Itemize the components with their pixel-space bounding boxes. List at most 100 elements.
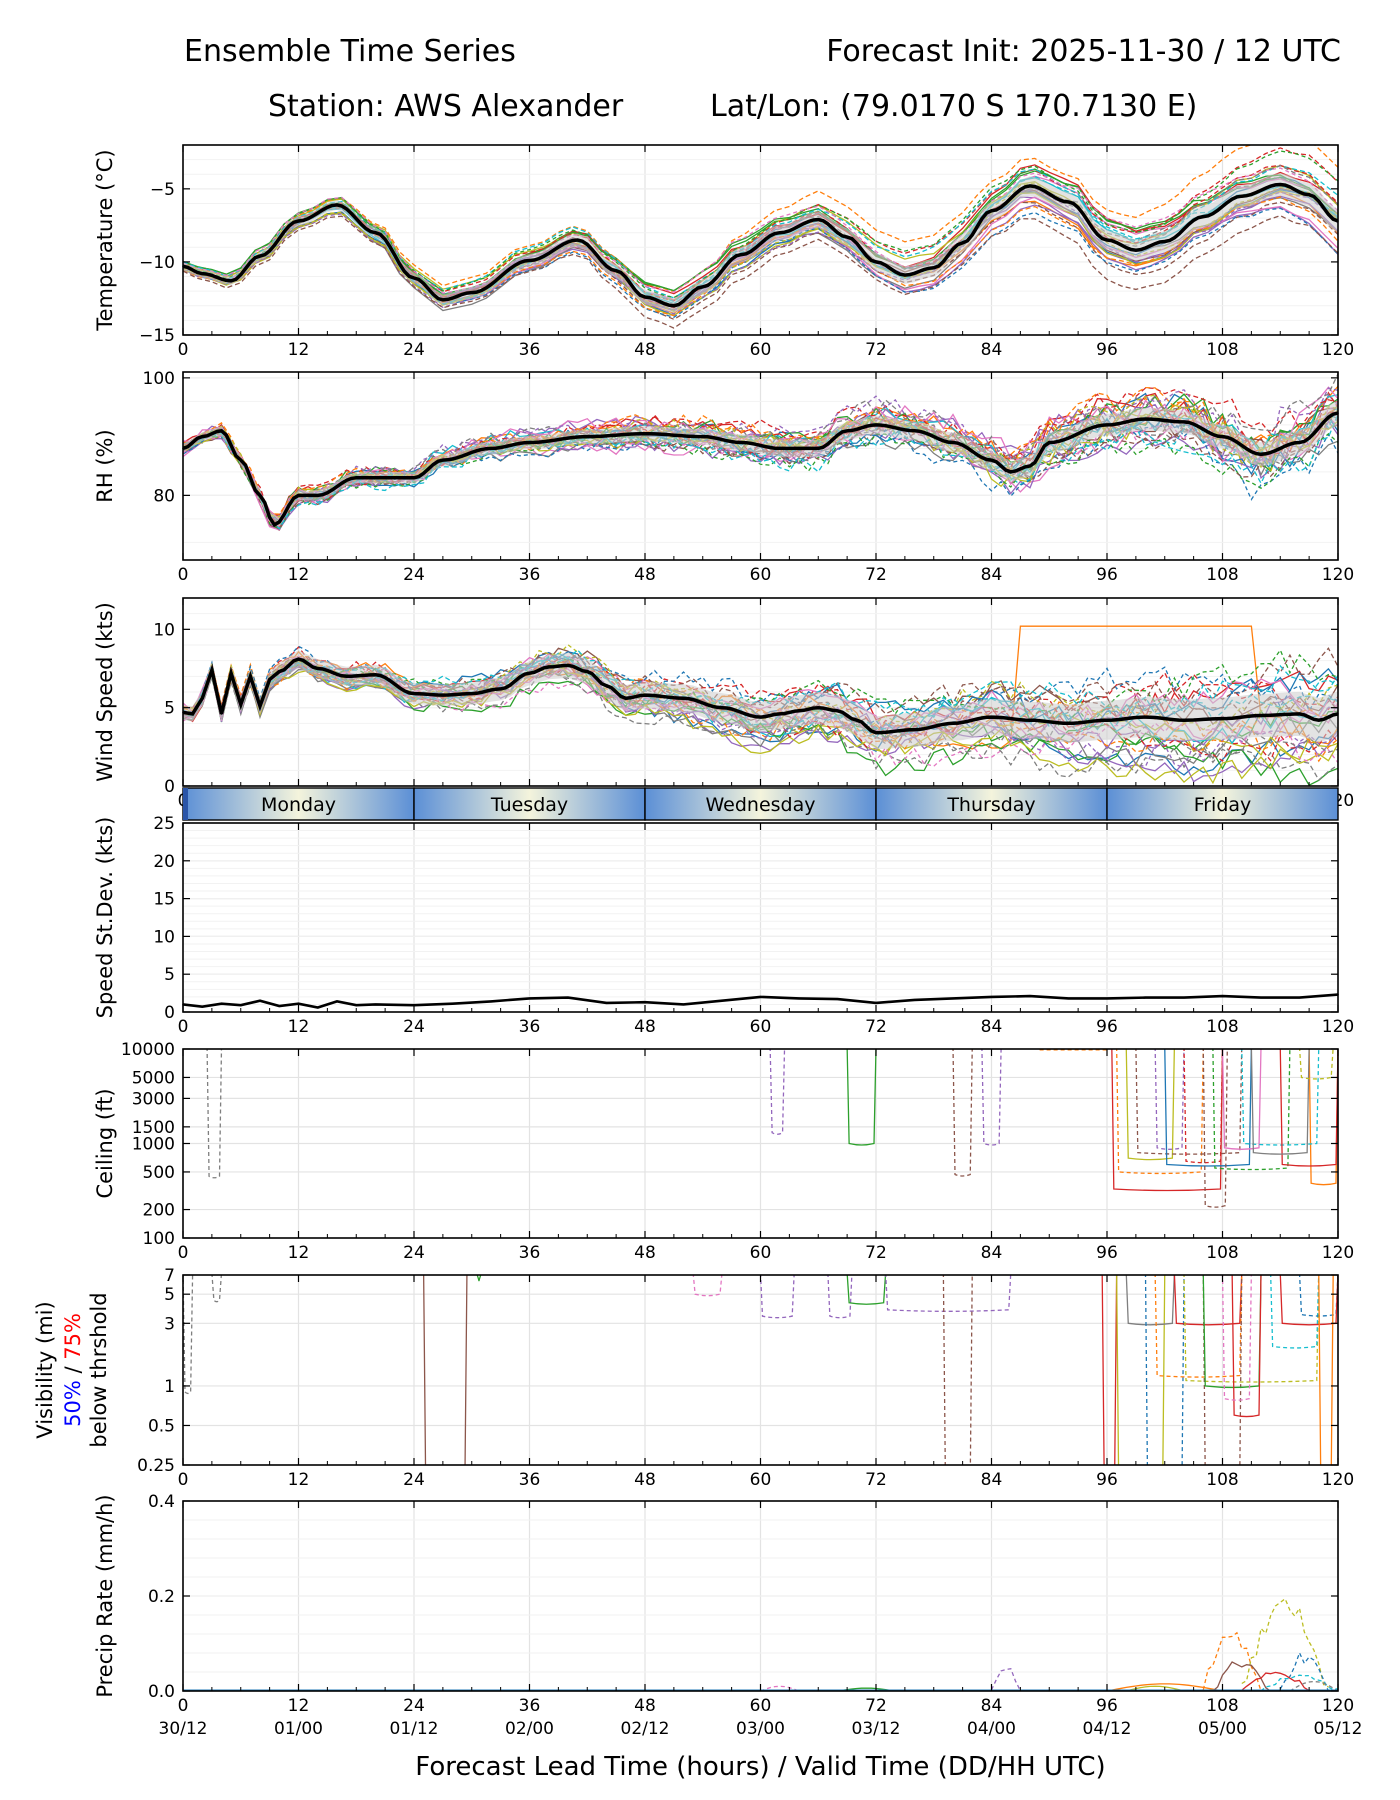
panel-wind: 051001224364860728496108120Wind Speed (k… [93, 598, 1354, 811]
mean-point [702, 286, 704, 288]
xtick-label: 48 [634, 340, 656, 360]
stdev-point [201, 1006, 203, 1008]
mean-point [230, 280, 232, 282]
mean-point [856, 719, 858, 721]
mean-point [201, 697, 203, 699]
stdev-point [837, 998, 839, 1000]
gridlines [183, 823, 1338, 1012]
mean-point [702, 436, 704, 438]
mean-point [413, 277, 415, 279]
ylabel-thresholds: 50% / 75% [61, 1313, 85, 1427]
mean-point [644, 433, 646, 435]
mean-point [567, 665, 569, 667]
xtick-label: 96 [1096, 1243, 1118, 1263]
mean-point [586, 671, 588, 673]
mean-point [952, 723, 954, 725]
xtick-label: 60 [750, 1017, 772, 1037]
xtick-label: 24 [403, 340, 425, 360]
xtick-label: 36 [519, 1017, 541, 1037]
mean-point [529, 672, 531, 674]
mean-point [471, 292, 473, 294]
member-trace [1300, 1047, 1334, 1079]
mean-point [1279, 184, 1281, 186]
day-label: Friday [1194, 794, 1252, 816]
stdev-point [1260, 997, 1262, 999]
mean-point [760, 716, 762, 718]
valid-time-label: 04/12 [1083, 1719, 1132, 1739]
xtick-label: 24 [403, 1470, 425, 1490]
xtick-label: 72 [865, 565, 887, 585]
mean-point [1029, 465, 1031, 467]
ylabel: Visibility (mi) [33, 1301, 57, 1438]
stdev-point [298, 1003, 300, 1005]
panel-precip: 0.00.20.4030/121201/002401/123602/004802… [93, 1492, 1363, 1739]
stdev-point [991, 996, 993, 998]
mean-point [375, 232, 377, 234]
mean-point [201, 436, 203, 438]
mean-point [442, 299, 444, 301]
member-trace [183, 1273, 193, 1393]
stdev-point [683, 1004, 685, 1006]
mean-point [1318, 719, 1320, 721]
valid-time-label: 01/00 [274, 1719, 323, 1739]
mean-point [991, 459, 993, 461]
mean-point [577, 239, 579, 241]
chart-canvas: −15−10−50 12 24 36 48 60 72 84 96 108 120Temperatu… [0, 0, 1400, 1800]
xtick-label: 12 [288, 1696, 310, 1716]
xtick-label: 96 [1096, 1017, 1118, 1037]
mean-point [250, 676, 252, 678]
ytick-label: 15 [153, 890, 175, 910]
mean-point [673, 305, 675, 307]
member-trace [1271, 1273, 1319, 1348]
ytick-label: 0.0 [148, 1682, 175, 1702]
mean-point [1164, 241, 1166, 243]
xtick-label: 108 [1206, 340, 1238, 360]
ylabel-separator: / [61, 1360, 85, 1380]
xtick-label: 96 [1096, 1696, 1118, 1716]
member-trace [847, 1047, 876, 1145]
ytick-label: 3000 [132, 1089, 175, 1109]
stdev-point [1106, 998, 1108, 1000]
mean-point [1241, 195, 1243, 197]
ytick-label: 10 [153, 927, 175, 947]
member-trace [212, 1273, 222, 1302]
mean-point [278, 671, 280, 673]
ytick-label: 10 [153, 620, 175, 640]
mean-point [875, 732, 877, 734]
stdev-point [336, 1001, 338, 1003]
mean-point [240, 459, 242, 461]
stdev-point [721, 1000, 723, 1002]
mean-point [991, 716, 993, 718]
xtick-label: 72 [865, 1017, 887, 1037]
xtick-label: 12 [288, 1470, 310, 1490]
xtick-label: 120 [1322, 1696, 1354, 1716]
mean-point [779, 232, 781, 234]
xtick-label: 24 [403, 565, 425, 585]
mean-point [586, 436, 588, 438]
stdev-point [1183, 997, 1185, 999]
member-trace [943, 1273, 972, 1479]
panel-ceiling: 1002005001000150030005000100000 12 24 36 48 6… [93, 1040, 1354, 1263]
mean-point [962, 242, 964, 244]
ytick-label: 0.4 [148, 1492, 175, 1512]
ylabel: Temperature (°C) [93, 149, 117, 331]
ytick-label: 3 [164, 1314, 175, 1334]
xtick-label: 36 [519, 1243, 541, 1263]
xtick-label: 36 [519, 565, 541, 585]
xtick-label: 84 [981, 1470, 1003, 1490]
xtick-label: 72 [865, 1470, 887, 1490]
mean-point [413, 693, 415, 695]
mean-point [274, 524, 276, 526]
ytick-label: 500 [143, 1163, 175, 1183]
stdev-point [278, 1005, 280, 1007]
ytick-label: 100 [143, 1229, 175, 1249]
stdev-point [490, 1001, 492, 1003]
panel-temperature: −15 −10 −5 0 12 24 36 48 60 72 84 96 108 120 Temperatu… [93, 131, 1354, 360]
xtick-label: 60 [750, 1696, 772, 1716]
stdev-point [375, 1004, 377, 1006]
xtick-label: 24 [403, 1017, 425, 1037]
ytick-label: 7 [164, 1266, 175, 1286]
member-trace [1112, 1047, 1223, 1191]
mean-point [1068, 723, 1070, 725]
member-trace [761, 1273, 795, 1318]
